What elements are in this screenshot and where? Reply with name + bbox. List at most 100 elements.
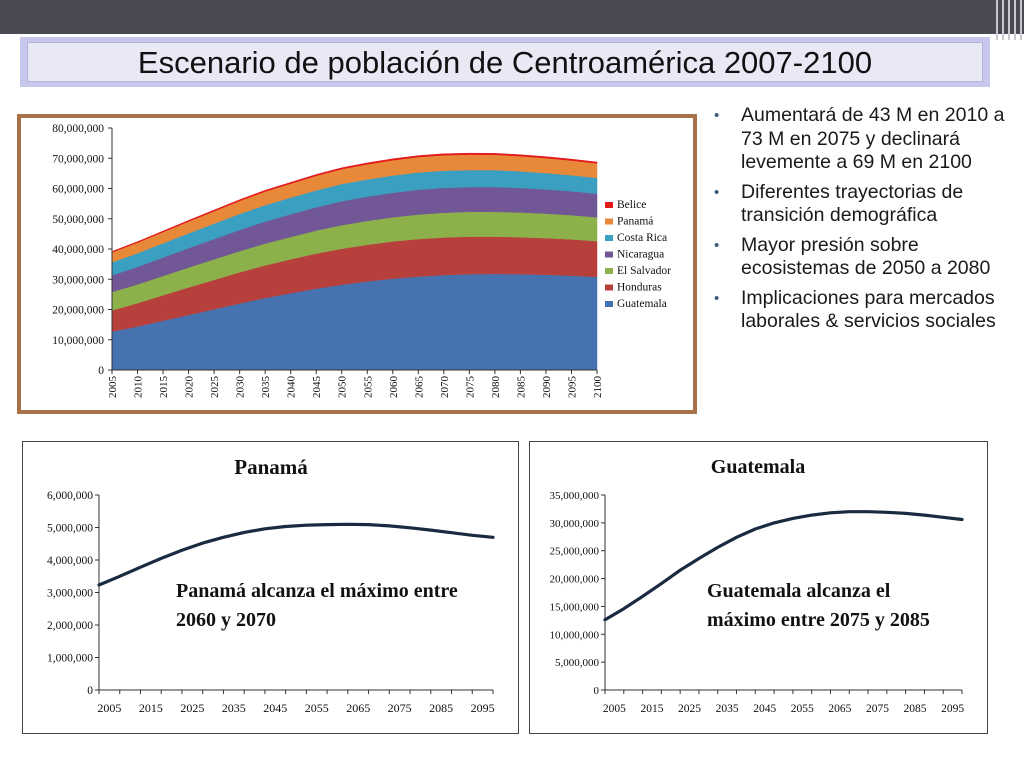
bullet-item: • Diferentes trayectorias de transición d… (714, 180, 964, 227)
slide-title: Escenario de población de Centroamérica … (137, 45, 873, 80)
series-line (603, 510, 964, 622)
x-tick-label: 2100 (592, 376, 604, 399)
x-tick-label: 2085 (429, 701, 453, 715)
y-tick-label: 10,000,000 (550, 629, 600, 641)
y-tick-label: 0 (87, 685, 93, 697)
x-tick-label: 2055 (362, 376, 374, 399)
y-tick-label: 35,000,000 (550, 490, 600, 502)
y-tick-label: 40,000,000 (52, 244, 104, 256)
guatemala-line-chart: Guatemala 0 5,000,000 10,000,000 15,000,000 2… (550, 456, 965, 715)
bullet-item: • Implicaciones para mercados laborales &… (714, 286, 996, 333)
y-tick-label: 20,000,000 (52, 305, 104, 317)
x-tick-label: 2005 (107, 376, 119, 399)
y-tick-label: 1,000,000 (47, 653, 93, 665)
annotation-line: Panamá alcanza el máximo entre (176, 580, 458, 602)
title-bar: Escenario de población de Centroamérica … (20, 37, 990, 87)
x-tick-label: 2085 (515, 376, 527, 399)
x-tick-label: 2065 (413, 376, 425, 399)
x-tick-label: 2010 (133, 376, 145, 399)
bullet-dot-icon: • (714, 236, 720, 254)
chart-annotation: Panamá alcanza el máximo entre 2060 y 207… (176, 580, 458, 631)
x-tick-label: 2085 (904, 703, 927, 715)
annotation-line: Guatemala alcanza el (707, 580, 891, 602)
y-tick-label: 30,000,000 (550, 518, 600, 530)
x-tick-label: 2065 (828, 703, 851, 715)
x-tick-label: 2015 (139, 701, 163, 715)
legend-swatch (605, 301, 613, 307)
legend-swatch (605, 218, 613, 225)
legend-label: Nicaragua (617, 249, 664, 261)
x-tick-label: 2035 (716, 703, 739, 715)
bullet-item: • Aumentará de 43 M en 2010 a 73 M en 20… (714, 104, 1005, 173)
chart-title: Guatemala (711, 456, 805, 478)
x-tick-label: 2055 (305, 701, 329, 715)
x-tick-label: 2045 (311, 376, 323, 399)
y-tick-label: 0 (594, 685, 600, 697)
x-tick-label: 2025 (209, 376, 221, 399)
legend-swatch (605, 235, 613, 241)
x-tick-label: 2095 (941, 703, 964, 715)
bullet-dot-icon: • (714, 107, 720, 124)
x-tick-label: 2075 (464, 376, 476, 399)
x-tick-label: 2090 (541, 376, 553, 399)
bullet-dot-icon: • (714, 289, 720, 307)
y-tick-label: 2,000,000 (47, 620, 93, 632)
annotation-line: 2060 y 2070 (176, 609, 276, 631)
x-tick-label: 2040 (286, 376, 298, 399)
y-tick-label: 20,000,000 (550, 574, 600, 586)
y-tick-label: 25,000,000 (550, 546, 600, 558)
x-tick-label: 2095 (566, 376, 578, 399)
y-tick-label: 50,000,000 (52, 214, 104, 226)
top-banner (0, 0, 1024, 40)
legend-label: El Salvador (617, 265, 671, 277)
x-tick-label: 2045 (263, 701, 287, 715)
x-tick-label: 2095 (471, 701, 495, 715)
legend-swatch (605, 284, 613, 291)
legend-swatch (605, 268, 613, 274)
y-tick-label: 4,000,000 (47, 555, 93, 567)
bullet-dot-icon: • (714, 183, 720, 201)
x-tick-label: 2005 (97, 701, 121, 715)
panama-chart-frame (22, 441, 519, 734)
x-tick-label: 2025 (678, 703, 701, 715)
y-tick-label: 10,000,000 (52, 335, 104, 347)
y-tick-label: 0 (98, 365, 104, 377)
banner-stripes (994, 0, 1024, 40)
bullet-item: • Mayor presión sobre ecosistemas de 2050… (714, 233, 991, 280)
x-tick-label: 2035 (260, 376, 272, 399)
legend-swatch (605, 251, 613, 258)
x-tick-label: 2065 (346, 701, 370, 715)
legend-label: Panamá (617, 216, 653, 228)
legend-label: Honduras (617, 282, 662, 294)
y-tick-label: 80,000,000 (52, 123, 104, 135)
x-tick-label: 2060 (388, 376, 400, 399)
legend-swatch (605, 202, 613, 208)
x-tick-label: 2020 (184, 376, 196, 399)
x-tick-label: 2005 (603, 703, 626, 715)
x-tick-label: 2030 (235, 376, 247, 399)
series-line (97, 522, 495, 587)
legend-label: Guatemala (617, 298, 667, 310)
chart-annotation: Guatemala alcanza el máximo entre 2075 y … (707, 580, 930, 631)
area-belice (111, 152, 598, 253)
y-tick-label: 70,000,000 (52, 153, 104, 165)
y-tick-label: 6,000,000 (47, 490, 93, 502)
x-tick-label: 2025 (180, 701, 204, 715)
x-tick-label: 2055 (791, 703, 814, 715)
chart-title: Panamá (234, 455, 308, 479)
y-tick-label: 5,000,000 (47, 523, 93, 535)
legend-label: Costa Rica (617, 232, 667, 244)
stacked-area-chart: 0 10,000,000 20,000,000 30,000,000 40,000,00… (52, 123, 671, 399)
panama-line-chart: Panamá 0 1,000,000 2,000,000 3,000,000 4,000,… (47, 455, 495, 715)
y-tick-label: 5,000,000 (555, 657, 600, 669)
x-tick-label: 2050 (337, 376, 349, 399)
y-tick-label: 15,000,000 (550, 601, 600, 613)
x-tick-label: 2070 (439, 376, 451, 399)
legend-label: Belice (617, 199, 646, 211)
annotation-line: máximo entre 2075 y 2085 (707, 609, 930, 631)
y-tick-label: 3,000,000 (47, 588, 93, 600)
x-tick-label: 2035 (222, 701, 246, 715)
title-box: Escenario de población de Centroamérica … (27, 42, 983, 82)
x-tick-label: 2045 (753, 703, 776, 715)
x-tick-label: 2075 (388, 701, 412, 715)
